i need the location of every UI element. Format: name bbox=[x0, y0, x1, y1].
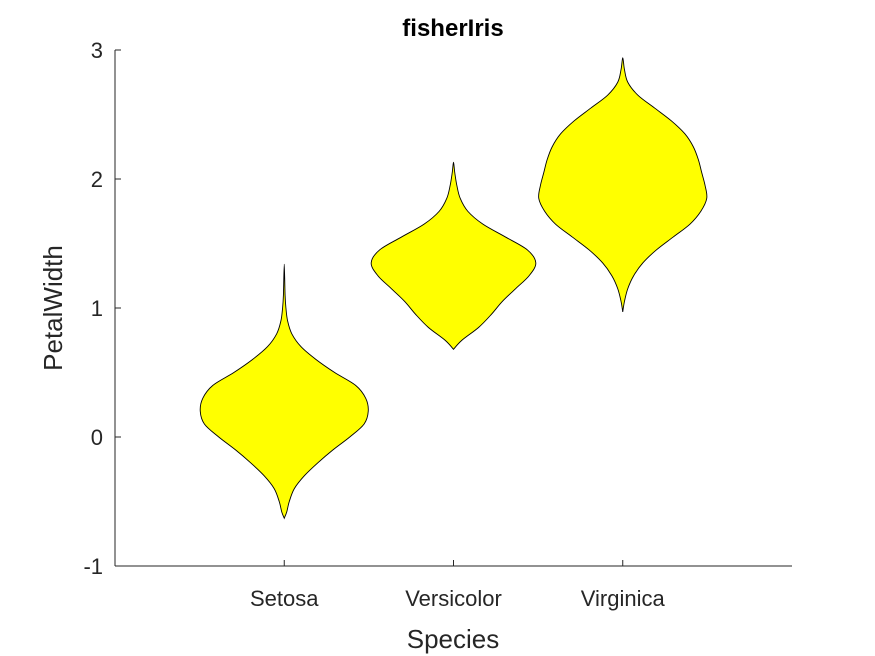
violin-setosa bbox=[199, 263, 369, 520]
x-tick-label: Versicolor bbox=[405, 586, 502, 611]
violin-virginica bbox=[538, 57, 708, 312]
y-tick-label: 0 bbox=[91, 425, 103, 450]
y-tick-label: 3 bbox=[91, 38, 103, 63]
violin-versicolor bbox=[370, 161, 537, 350]
x-axis-label: Species bbox=[407, 624, 500, 654]
x-tick-label: Setosa bbox=[250, 586, 319, 611]
y-tick-label: 1 bbox=[91, 296, 103, 321]
y-tick-label: -1 bbox=[83, 554, 103, 579]
x-ticks: Setosa Versicolor Virginica bbox=[250, 560, 665, 611]
chart-title: fisherIris bbox=[402, 15, 503, 42]
y-ticks: -1 0 1 2 3 bbox=[83, 38, 121, 579]
y-tick-label: 2 bbox=[91, 167, 103, 192]
y-axis-label: PetalWidth bbox=[38, 245, 68, 371]
violin-group bbox=[199, 57, 708, 520]
x-tick-label: Virginica bbox=[581, 586, 666, 611]
